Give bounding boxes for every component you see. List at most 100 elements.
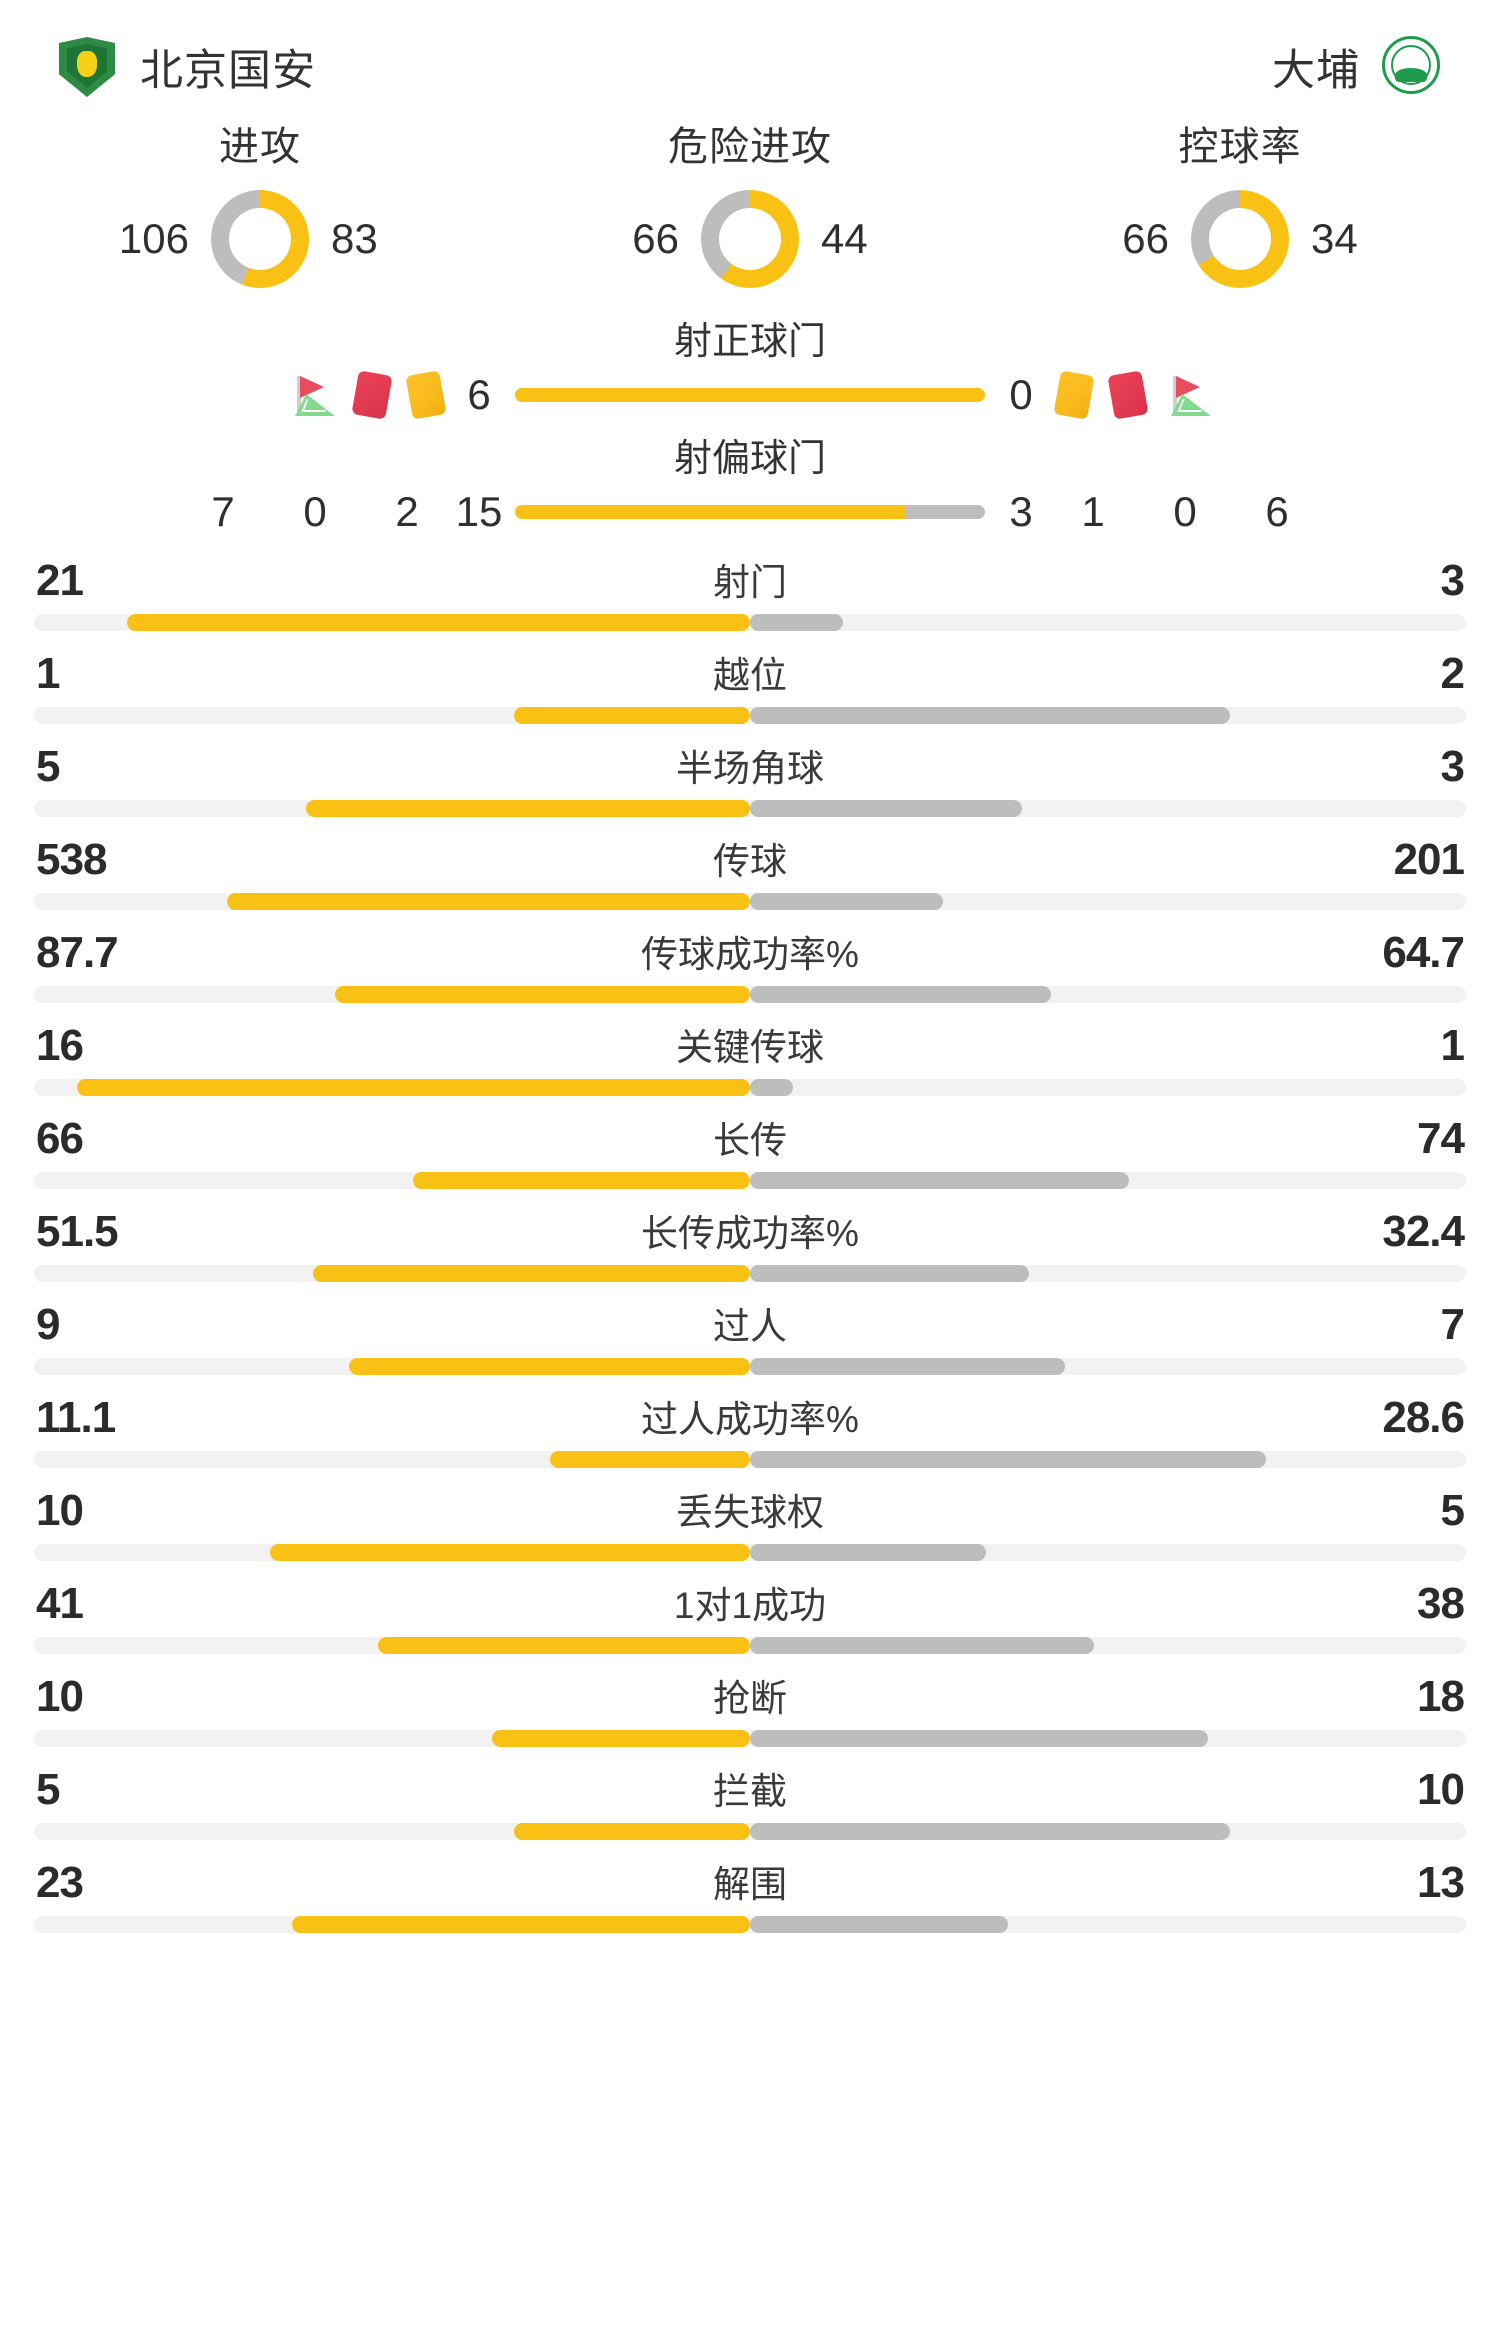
- stat-away-value: 18: [1417, 1672, 1465, 1721]
- stat-row-header: 41 1对1成功 38: [34, 1575, 1466, 1637]
- stat-row: 41 1对1成功 38: [34, 1575, 1466, 1654]
- stat-bar-away-fill: [750, 986, 1051, 1003]
- shots-off-target-row: 7 0 2 15 3 1 0 6: [34, 488, 1466, 536]
- red-card-icon: [351, 370, 393, 420]
- yellow-card-icon: [1053, 370, 1095, 420]
- stat-bar-home-fill: [513, 707, 750, 724]
- stat-away-value: 38: [1417, 1579, 1465, 1628]
- stat-home-value: 51.5: [36, 1207, 119, 1256]
- donut-attacks: 进攻 106 83: [40, 114, 480, 288]
- stat-away-value: 1: [1440, 1021, 1465, 1070]
- home-icon-counts: 7 0 2: [187, 488, 443, 536]
- stat-label: 抢断: [713, 1678, 787, 1719]
- shots-on-target-label: 射正球门: [673, 321, 826, 363]
- stat-bar-home-fill: [76, 1079, 750, 1096]
- stat-home-value: 16: [36, 1021, 84, 1070]
- away-team[interactable]: 大埔: [1272, 36, 1444, 98]
- stat-label: 越位: [713, 655, 787, 696]
- away-corner-count: 6: [1265, 488, 1289, 535]
- corner-flag-icon: [289, 372, 335, 418]
- stat-row-header: 9 过人 7: [34, 1296, 1466, 1358]
- stat-row-header: 87.7 传球成功率% 64.7: [34, 924, 1466, 986]
- stat-bar-track: [34, 1916, 1466, 1933]
- stat-bar-away-fill: [750, 707, 1230, 724]
- stat-label: 半场角球: [676, 748, 824, 789]
- team-header: 北京国安 大埔: [0, 0, 1500, 108]
- stat-label: 1对1成功: [673, 1585, 827, 1626]
- stat-bar-home-fill: [549, 1451, 750, 1468]
- stat-row: 23 解围 13: [34, 1854, 1466, 1933]
- stat-bar-away-fill: [750, 1916, 1008, 1933]
- stat-row: 10 抢断 18: [34, 1668, 1466, 1747]
- home-team[interactable]: 北京国安: [56, 36, 316, 98]
- shots-off-target-label: 射偏球门: [673, 438, 826, 480]
- donut-home-value: 106: [118, 215, 189, 262]
- stat-bar-home-fill: [349, 1358, 750, 1375]
- stat-row-header: 66 长传 74: [34, 1110, 1466, 1172]
- donut-chart: [701, 190, 799, 288]
- stat-label: 丢失球权: [676, 1492, 824, 1533]
- away-team-name: 大埔: [1272, 47, 1360, 95]
- stat-label: 长传成功率%: [641, 1213, 859, 1254]
- stat-bar-away-fill: [750, 800, 1023, 817]
- stat-bar-track: [34, 893, 1466, 910]
- stat-row: 66 长传 74: [34, 1110, 1466, 1189]
- stat-bar-away-fill: [750, 1730, 1209, 1747]
- stat-home-value: 21: [36, 556, 84, 605]
- stat-away-value: 28.6: [1382, 1393, 1465, 1442]
- stat-away-value: 3: [1440, 556, 1465, 605]
- stat-bar-away-fill: [750, 893, 944, 910]
- home-corner-count: 7: [211, 488, 235, 535]
- stat-bar-track: [34, 1730, 1466, 1747]
- shots-on-target-home: 6: [467, 371, 491, 418]
- donut-home-value: 66: [1122, 215, 1169, 262]
- donut-away-value: 44: [821, 215, 868, 262]
- stat-home-value: 1: [36, 649, 60, 698]
- stat-bar-home-fill: [291, 1916, 750, 1933]
- stat-away-value: 32.4: [1382, 1207, 1465, 1256]
- stat-bar-away-fill: [750, 1172, 1130, 1189]
- stat-row: 1 越位 2: [34, 645, 1466, 724]
- stat-away-value: 13: [1417, 1858, 1465, 1907]
- stat-row-header: 538 传球 201: [34, 831, 1466, 893]
- stat-home-value: 10: [36, 1486, 84, 1535]
- stat-home-value: 66: [36, 1114, 84, 1163]
- stat-bar-home-fill: [306, 800, 750, 817]
- stat-row-header: 21 射门 3: [34, 552, 1466, 614]
- shots-on-target-row: 6 0: [34, 370, 1466, 420]
- stat-label: 解围: [713, 1864, 787, 1905]
- stat-bar-away-fill: [750, 1823, 1230, 1840]
- donut-away-value: 34: [1311, 215, 1358, 262]
- donut-title: 进攻: [219, 125, 301, 169]
- donut-dangerous-attacks: 危险进攻 66 44: [530, 114, 970, 288]
- stat-bar-away-fill: [750, 614, 844, 631]
- away-yellow-card-count: 1: [1081, 488, 1105, 535]
- home-yellow-card-count: 2: [395, 488, 419, 535]
- stat-bar-track: [34, 1823, 1466, 1840]
- home-red-card-count: 0: [303, 488, 327, 535]
- stat-home-value: 5: [36, 742, 60, 791]
- stat-row-header: 16 关键传球 1: [34, 1017, 1466, 1079]
- stat-label: 过人成功率%: [641, 1399, 859, 1440]
- stat-home-value: 538: [36, 835, 107, 884]
- stat-bar-track: [34, 800, 1466, 817]
- stat-away-value: 5: [1440, 1486, 1465, 1535]
- stat-list: 21 射门 3 1 越位 2 5 半场角球 3 538 传球 201 87.7 传球成功率% 64.7 16 关…: [0, 536, 1500, 1977]
- stat-home-value: 23: [36, 1858, 84, 1907]
- stat-bar-track: [34, 986, 1466, 1003]
- shots-off-target-home: 15: [455, 488, 503, 535]
- stat-label: 过人: [713, 1306, 787, 1347]
- stat-away-value: 10: [1417, 1765, 1465, 1814]
- stat-bar-home-fill: [313, 1265, 750, 1282]
- stat-row-header: 51.5 长传成功率% 32.4: [34, 1203, 1466, 1265]
- stat-bar-home-fill: [334, 986, 750, 1003]
- stat-away-value: 64.7: [1382, 928, 1465, 977]
- stat-bar-home-fill: [127, 614, 750, 631]
- stat-bar-away-fill: [750, 1637, 1094, 1654]
- donut-title: 危险进攻: [668, 125, 832, 169]
- donut-chart: [1191, 190, 1289, 288]
- away-icon-group: [1053, 370, 1211, 420]
- away-red-card-count: 0: [1173, 488, 1197, 535]
- donut-summary-row: 进攻 106 83 危险进攻 66 44 控球率 66 34: [0, 108, 1500, 288]
- stat-label: 拦截: [713, 1771, 787, 1812]
